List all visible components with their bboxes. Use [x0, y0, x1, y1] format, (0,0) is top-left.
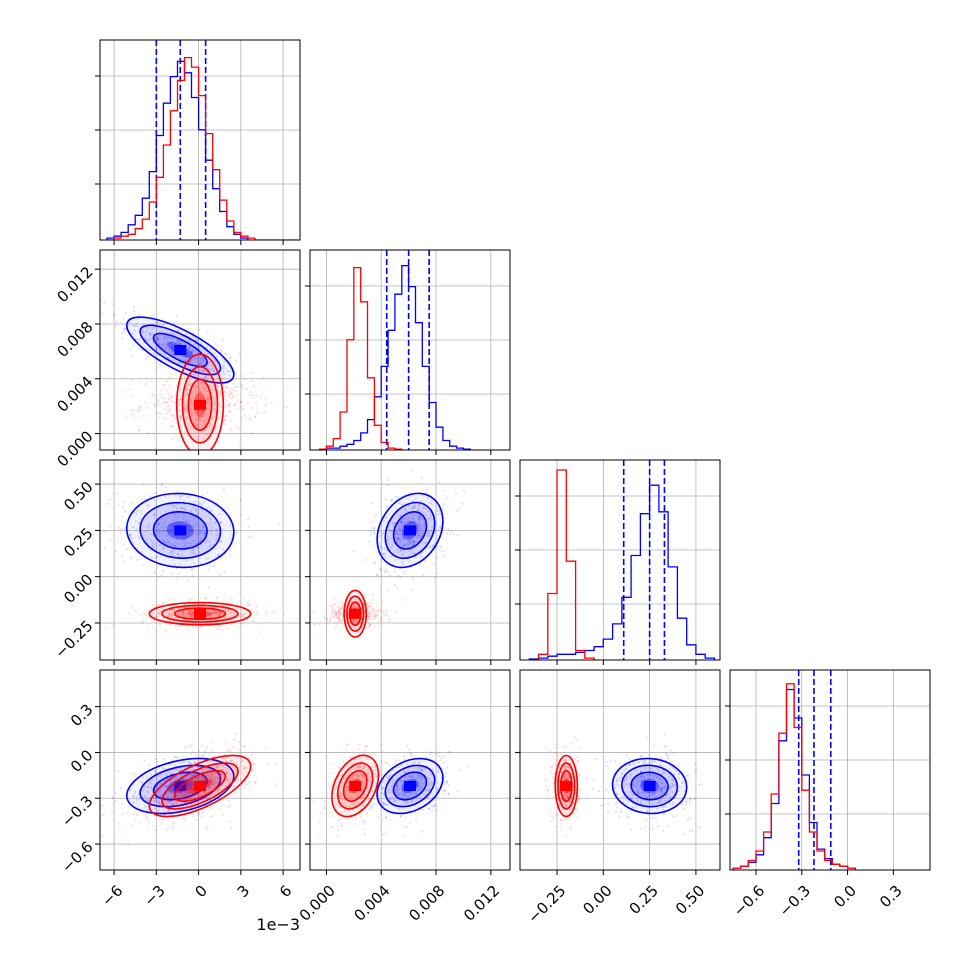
y-tick-label: −0.6	[58, 838, 96, 876]
panel-frame	[519, 459, 721, 661]
histogram-red	[318, 266, 403, 450]
panel-frame	[99, 459, 301, 661]
panel-frame	[99, 39, 301, 241]
x-tick-label: 0	[191, 882, 210, 901]
histogram-red	[732, 683, 856, 870]
panel-frame	[99, 669, 301, 871]
data-layer	[100, 40, 856, 870]
density-peak-red	[194, 399, 206, 410]
panel-frame	[519, 669, 721, 871]
x-tick-label: 0.000	[296, 882, 339, 925]
x-tick-label: −0.25	[524, 882, 569, 927]
y-tick-label: 0.000	[53, 427, 96, 470]
y-tick-label: −0.3	[58, 792, 96, 830]
density-peak-red	[194, 781, 206, 791]
density-peak-red	[194, 608, 206, 619]
x-tick-label: 0.25	[626, 882, 662, 918]
panel-frame	[99, 249, 301, 451]
x-tick-label: −3	[140, 882, 168, 910]
x-tick-label: 0.3	[876, 882, 906, 912]
density-peak-red	[560, 781, 573, 791]
x-tick-label: 0.004	[351, 882, 394, 925]
histogram-red	[537, 469, 595, 660]
y-tick-label: −0.25	[51, 617, 96, 662]
grid-layer	[100, 40, 930, 870]
x-tick-label: −0.6	[730, 882, 768, 920]
x-tick-label: 3	[234, 882, 253, 901]
y-tick-label: 0.004	[53, 373, 96, 416]
y-tick-label: 0.3	[67, 700, 97, 730]
y-tick-label: 0.00	[60, 570, 96, 606]
y-tick-label: 0.008	[53, 318, 96, 361]
panel-frame	[309, 669, 511, 871]
density-peak-blue	[404, 781, 416, 791]
panel-frame	[309, 249, 511, 451]
x-tick-label: 0.00	[579, 882, 615, 918]
density-peak-blue	[174, 525, 187, 536]
offset-text: 1e−3	[256, 915, 300, 934]
x-tick-label: 0.50	[672, 882, 708, 918]
y-tick-label: 0.0	[67, 746, 97, 776]
panel-frame	[309, 459, 511, 661]
panel-frame	[729, 669, 931, 871]
density-peak-red	[349, 608, 362, 619]
density-peak-blue	[174, 345, 187, 355]
y-tick-label: 0.25	[60, 524, 96, 560]
histogram-red	[107, 56, 298, 240]
density-peak-red	[349, 781, 362, 791]
y-tick-label: 0.50	[60, 478, 96, 514]
x-tick-label: −6	[98, 882, 126, 910]
x-tick-label: 6	[276, 882, 295, 901]
x-tick-label: 0.008	[405, 882, 448, 925]
density-peak-blue	[404, 525, 416, 536]
x-tick-label: 0.0	[830, 882, 860, 912]
histogram-blue	[528, 484, 716, 660]
density-peak-blue	[643, 781, 656, 791]
histogram-blue	[325, 265, 471, 450]
x-tick-label: 0.012	[460, 882, 503, 925]
y-tick-label: 0.012	[53, 263, 96, 306]
x-tick-label: −0.3	[776, 882, 814, 920]
